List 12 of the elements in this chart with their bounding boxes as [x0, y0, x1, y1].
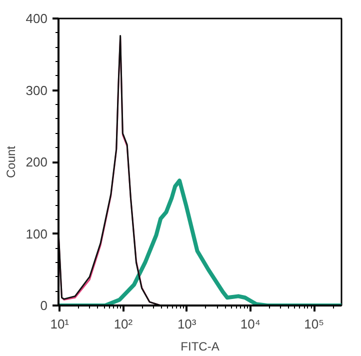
- y-tick-label: 100: [26, 226, 48, 242]
- x-tick-label: 10⁵: [304, 316, 324, 332]
- x-tick-label: 10⁴: [240, 316, 260, 332]
- x-tick-label: 10³: [177, 316, 197, 332]
- y-axis-title: Count: [4, 145, 18, 178]
- x-axis-title: FITC-A: [180, 340, 220, 354]
- y-tick-label: 400: [26, 11, 48, 26]
- y-tick-label: 200: [26, 154, 48, 170]
- x-tick-label: 10²: [114, 316, 134, 332]
- y-tick-label: 300: [26, 82, 48, 98]
- x-tick-label: 10¹: [50, 316, 70, 332]
- y-tick-label: 0: [40, 298, 48, 313]
